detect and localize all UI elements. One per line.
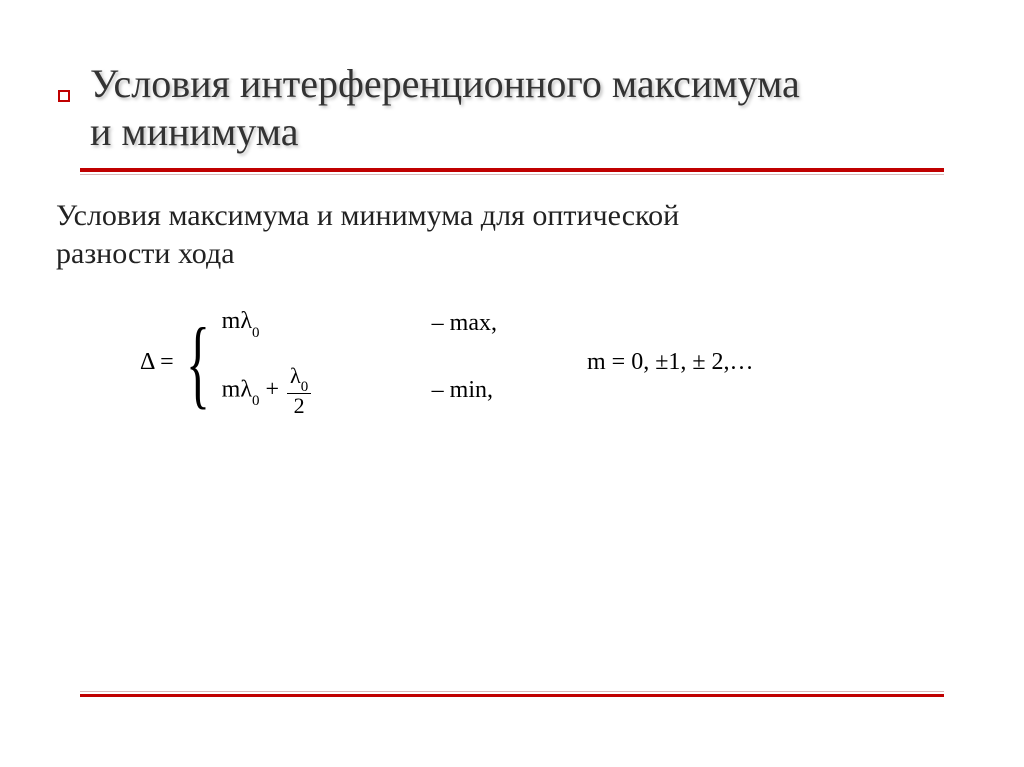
title-underline-thick — [80, 168, 944, 172]
footer-line-thin — [80, 691, 944, 692]
title-underline — [80, 168, 944, 175]
case-min: mλ0 + λ02 – min, — [222, 365, 497, 417]
min-sub: 0 — [252, 393, 260, 409]
m-values: m = 0, ±1, ± 2,… — [587, 349, 754, 376]
subtitle: Условия максимума и минимума для оптичес… — [56, 197, 944, 272]
max-label: – max, — [432, 310, 497, 337]
min-m-lambda: mλ — [222, 377, 252, 403]
min-expression: mλ0 + λ02 — [222, 365, 422, 417]
title-block: Условия интерференционного максимума и м… — [80, 60, 944, 156]
min-plus: + — [259, 377, 285, 403]
slide-title: Условия интерференционного максимума и м… — [90, 60, 944, 156]
title-line-2: и минимума — [90, 109, 299, 154]
fraction-denominator: 2 — [291, 394, 308, 417]
footer-line — [80, 691, 944, 697]
min-label: – min, — [432, 377, 493, 404]
delta-symbol: Δ = — [140, 349, 174, 376]
footer-line-thick — [80, 694, 944, 697]
subtitle-line-2: разности хода — [56, 237, 235, 270]
title-bullet-square — [58, 90, 70, 102]
left-brace: { — [186, 323, 210, 403]
frac-num-sub: 0 — [301, 379, 309, 395]
cases-group: mλ0 – max, mλ0 + λ02 – min, — [222, 308, 497, 417]
fraction-numerator: λ0 — [287, 365, 311, 394]
max-m-lambda: mλ — [222, 308, 252, 334]
title-line-1: Условия интерференционного максимума — [90, 61, 800, 106]
fraction: λ02 — [287, 365, 311, 417]
title-underline-thin — [80, 174, 944, 175]
delta-equation: Δ = { mλ0 – max, mλ0 + λ02 – min, — [140, 308, 497, 417]
max-sub: 0 — [252, 325, 260, 341]
subtitle-line-1: Условия максимума и минимума для оптичес… — [56, 199, 679, 232]
slide-container: Условия интерференционного максимума и м… — [0, 0, 1024, 767]
frac-num-lambda: λ — [290, 363, 301, 388]
max-expression: mλ0 — [222, 308, 422, 339]
formula-block: Δ = { mλ0 – max, mλ0 + λ02 – min, m = 0,… — [140, 308, 944, 417]
case-max: mλ0 – max, — [222, 308, 497, 339]
